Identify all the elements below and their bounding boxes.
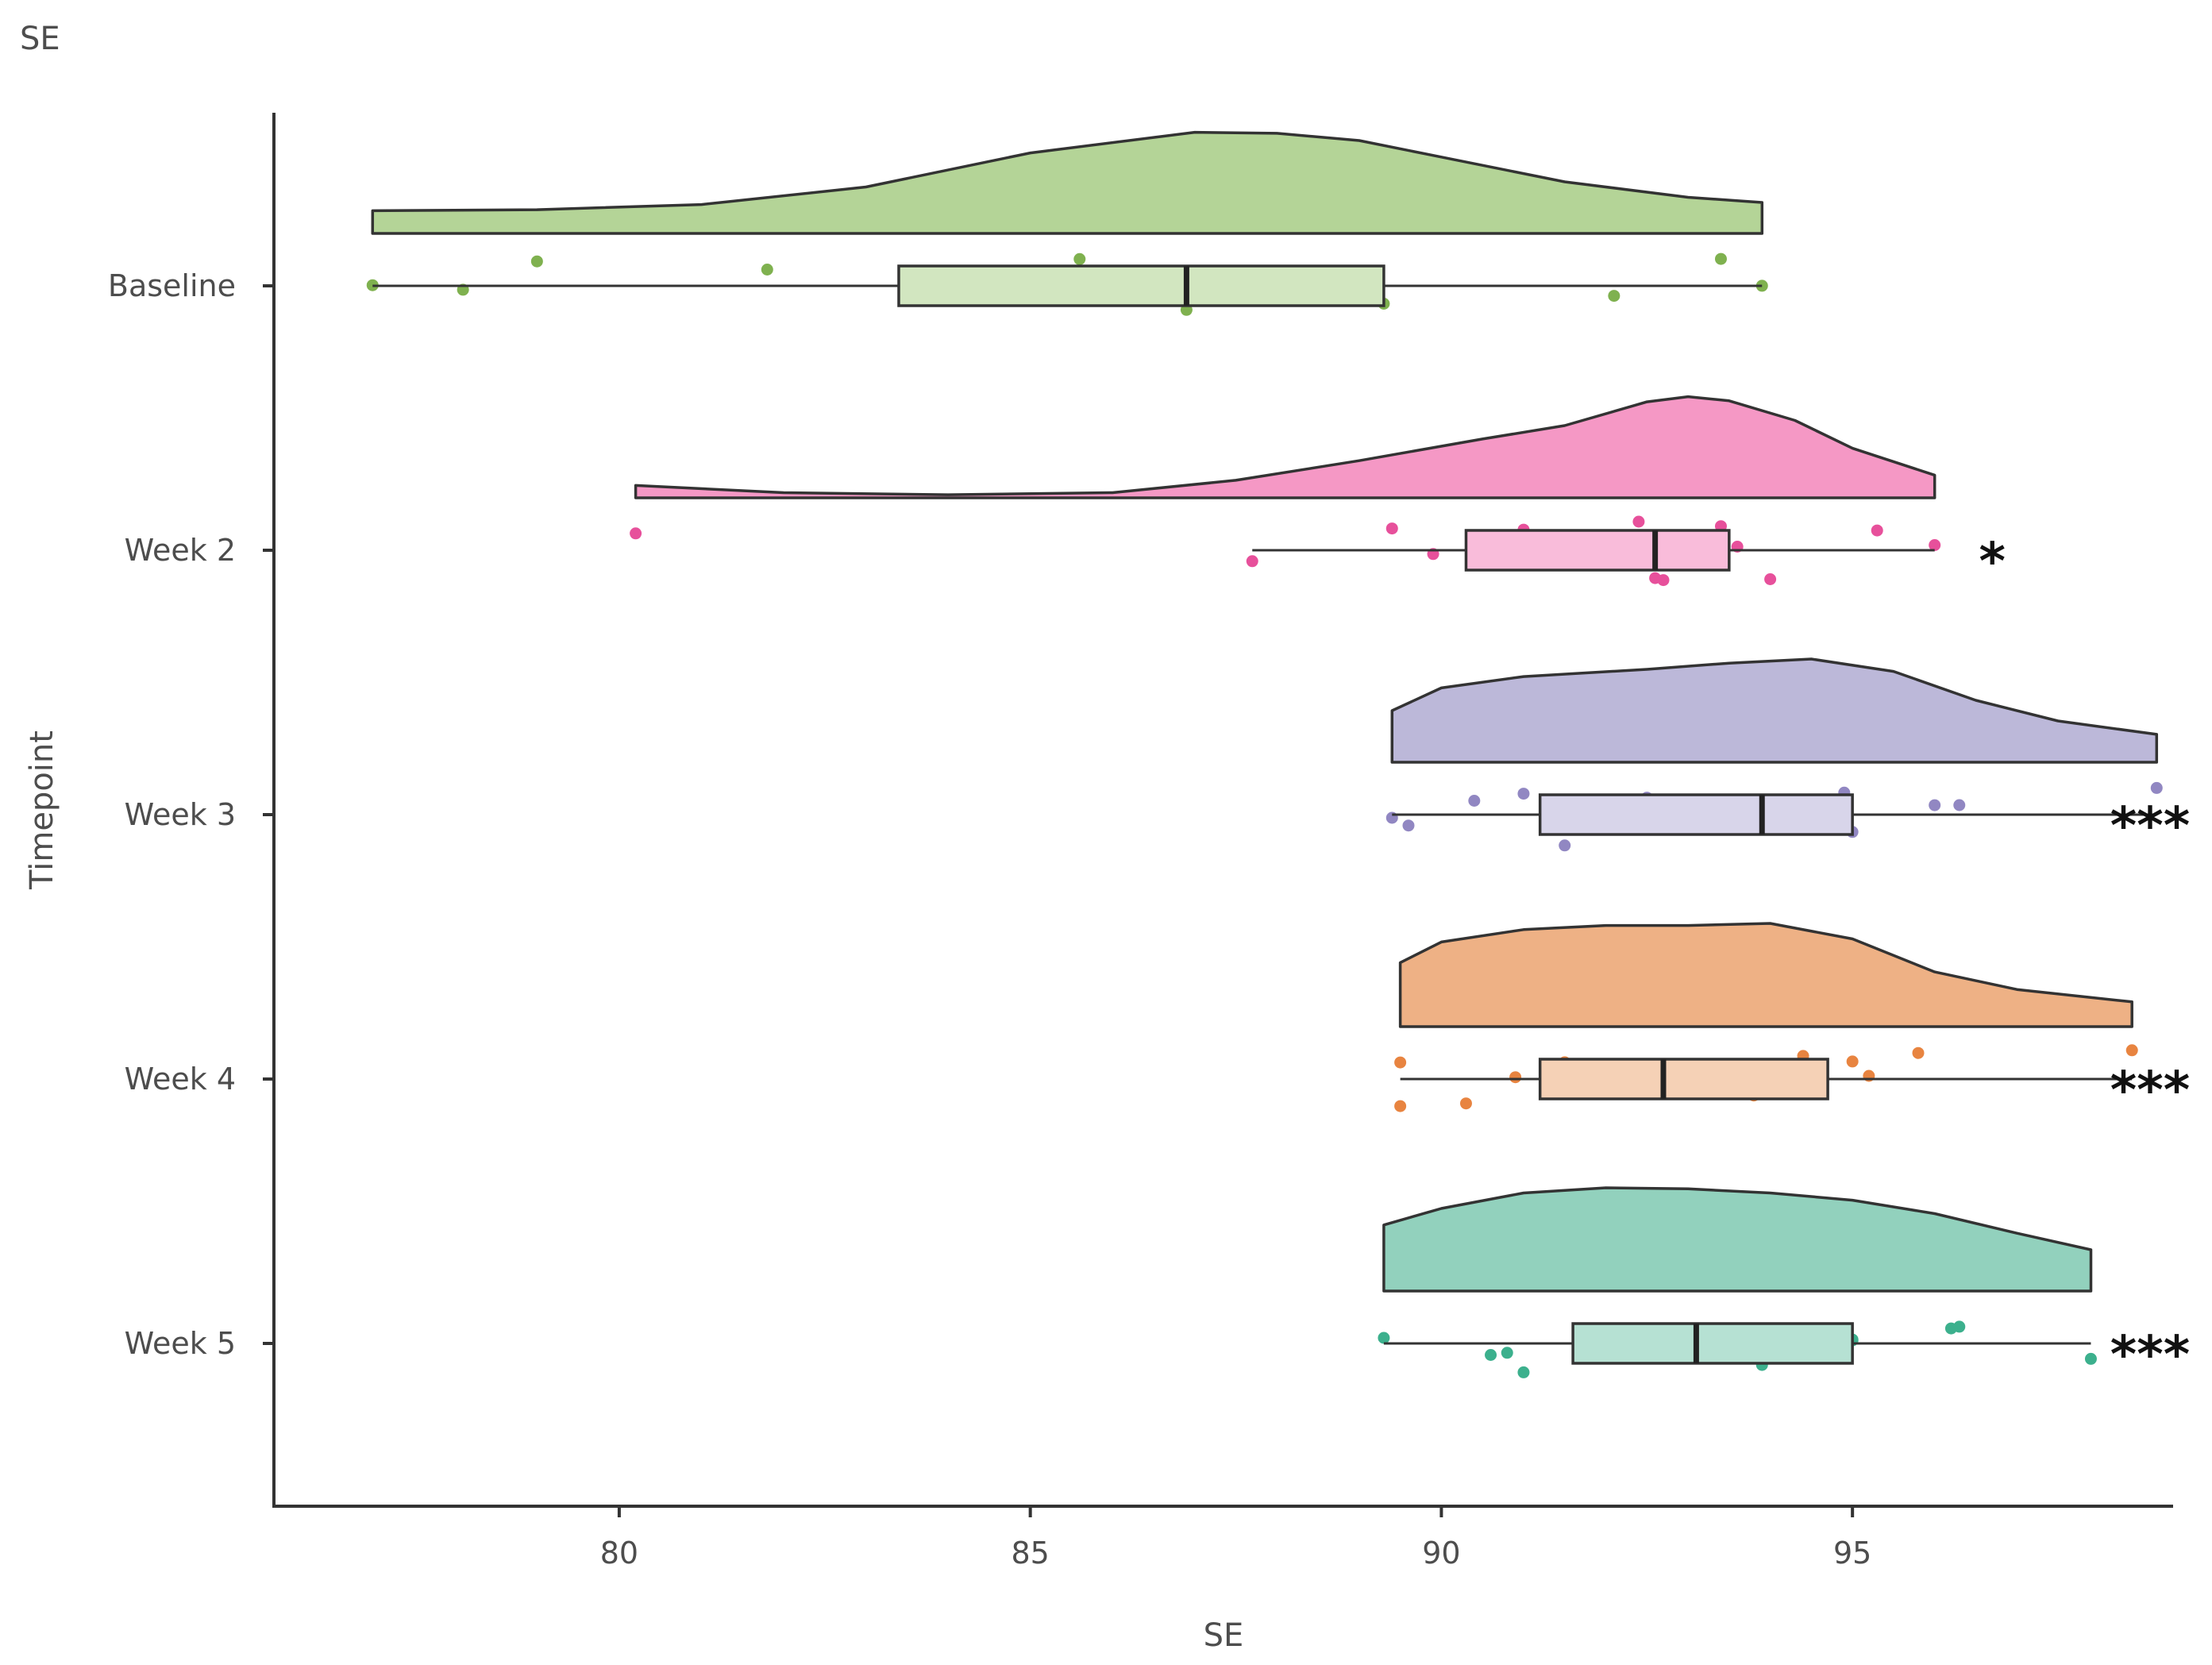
data-point <box>1509 1071 1522 1084</box>
box <box>1538 793 1854 836</box>
data-point <box>2125 1044 2138 1057</box>
chart-title: SE <box>20 21 60 57</box>
x-tick-label: 95 <box>1833 1536 1871 1571</box>
density-cloud <box>1398 922 2133 1028</box>
significance-label: *** <box>2110 1062 2190 1120</box>
data-point <box>1657 574 1670 587</box>
data-point <box>1378 1332 1390 1344</box>
x-tick-label: 90 <box>1422 1536 1460 1571</box>
y-axis-title: Timepoint <box>24 730 60 890</box>
data-point <box>1764 573 1777 585</box>
data-point <box>1953 1320 1966 1333</box>
data-point <box>1246 555 1258 568</box>
density-layer <box>371 130 2159 1293</box>
density-cloud <box>1390 657 2159 764</box>
data-point <box>630 527 642 540</box>
data-point <box>1953 799 1966 811</box>
data-point <box>1608 290 1620 303</box>
x-tick-label: 85 <box>1011 1536 1049 1571</box>
data-point <box>1846 1055 1859 1068</box>
y-tick-label: Baseline <box>108 268 236 303</box>
data-point <box>1912 1046 1925 1059</box>
box <box>1538 1058 1829 1100</box>
data-point <box>1459 1097 1472 1110</box>
x-tick-label: 80 <box>600 1536 638 1571</box>
significance-label: *** <box>2110 1326 2190 1385</box>
y-tick-label: Week 2 <box>125 533 236 568</box>
data-point <box>1073 252 1086 265</box>
y-ticks: Baseline Week 2 Week 3 Week 4 Week 5 <box>108 268 274 1361</box>
data-point <box>2084 1352 2097 1365</box>
density-cloud <box>371 130 1764 235</box>
data-point <box>1394 1056 1407 1069</box>
box <box>1464 529 1731 572</box>
box <box>897 264 1385 307</box>
x-axis-title: SE <box>1204 1617 1244 1654</box>
data-point <box>1871 524 1883 537</box>
data-point <box>530 255 543 268</box>
significance-label: *** <box>2110 797 2190 856</box>
data-point <box>2150 781 2163 794</box>
x-ticks: 80 85 90 95 <box>600 1506 1871 1571</box>
data-point <box>1402 819 1415 832</box>
data-point <box>1517 788 1530 800</box>
density-cloud <box>634 395 1936 499</box>
data-point <box>1517 1366 1530 1378</box>
data-point <box>761 264 773 276</box>
data-point <box>1394 1100 1407 1112</box>
data-point <box>1468 795 1481 807</box>
y-tick-label: Week 4 <box>125 1062 236 1097</box>
box <box>1571 1322 1854 1365</box>
significance-label: * <box>1979 533 2005 592</box>
data-point <box>1485 1349 1497 1361</box>
data-point <box>1559 839 1571 852</box>
y-tick-label: Week 5 <box>125 1326 236 1361</box>
significance-labels: ********** <box>1979 533 2190 1385</box>
data-point <box>1385 522 1398 535</box>
axes <box>272 113 2173 1508</box>
y-tick-label: Week 3 <box>125 797 236 832</box>
boxplot-layer <box>372 264 2157 1365</box>
density-cloud <box>1382 1186 2093 1293</box>
data-point <box>1929 539 1941 551</box>
data-point <box>1632 515 1645 528</box>
data-point <box>1501 1347 1513 1359</box>
data-point <box>1929 799 1941 811</box>
data-point <box>1714 252 1727 265</box>
